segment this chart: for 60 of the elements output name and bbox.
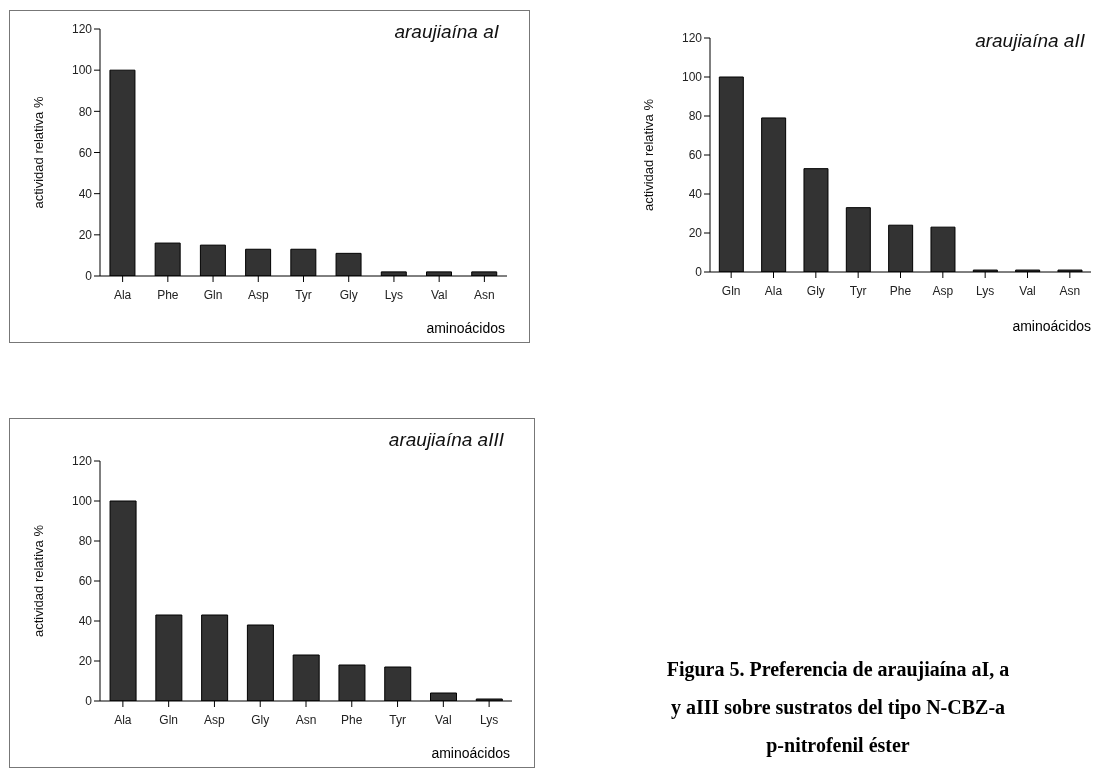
x-tick-label: Tyr <box>295 287 312 302</box>
x-axis-title: aminoácidos <box>431 745 510 761</box>
y-axis-title: actividad relativa % <box>30 96 46 209</box>
x-tick-label: Ala <box>764 283 783 298</box>
x-tick-label: Phe <box>157 287 179 302</box>
x-tick-label: Gly <box>251 712 270 727</box>
y-tick-label: 100 <box>71 63 93 78</box>
x-tick-label: Phe <box>889 283 912 298</box>
y-axis-title: actividad relativa % <box>640 98 656 211</box>
x-tick-label: Gln <box>159 712 179 727</box>
y-axis-title: actividad relativa % <box>30 524 46 637</box>
chart-title: araujiaína aIII <box>388 429 504 451</box>
y-tick-label: 20 <box>78 654 93 669</box>
y-tick-label: 60 <box>78 145 93 160</box>
text: y aIII sobre sustratos del tipo N-CBZ-a <box>669 695 1007 721</box>
y-tick-label: 120 <box>681 31 703 46</box>
y-tick-label: 80 <box>78 534 93 549</box>
y-tick-label: 100 <box>71 494 93 509</box>
x-tick-label: Asn <box>474 287 495 302</box>
x-tick-label: Lys <box>479 712 499 727</box>
x-tick-label: Tyr <box>849 283 867 298</box>
y-tick-label: 100 <box>681 70 703 85</box>
y-tick-label: 40 <box>78 186 93 201</box>
x-tick-label: Val <box>1019 283 1036 298</box>
y-tick-label: 60 <box>688 148 703 163</box>
x-tick-label: Asn <box>1059 283 1081 298</box>
y-tick-label: 40 <box>688 187 703 202</box>
x-tick-label: Tyr <box>389 712 406 727</box>
x-tick-label: Phe <box>341 712 363 727</box>
chart-title: araujiaína aI <box>394 21 499 43</box>
y-tick-label: 80 <box>688 109 703 124</box>
x-tick-label: Gln <box>721 283 741 298</box>
x-tick-label: Val <box>435 712 452 727</box>
y-tick-label: 120 <box>71 454 93 469</box>
y-tick-label: 0 <box>85 694 93 709</box>
y-tick-label: 60 <box>78 574 93 589</box>
x-tick-label: Asp <box>247 287 269 302</box>
text: Figura 5. Preferencia de araujiaína aI, a <box>665 657 1011 683</box>
x-tick-label: Ala <box>113 287 132 302</box>
x-tick-label: Lys <box>976 283 995 298</box>
y-tick-label: 120 <box>71 22 93 37</box>
y-tick-label: 20 <box>688 226 703 241</box>
y-tick-label: 0 <box>85 269 93 284</box>
x-tick-label: Lys <box>384 287 404 302</box>
x-axis-title: aminoácidos <box>1012 318 1091 334</box>
x-axis-title: aminoácidos <box>426 320 505 336</box>
text: p-nitrofenil éster <box>765 733 911 759</box>
y-tick-label: 80 <box>78 104 93 119</box>
x-tick-label: Asn <box>295 712 317 727</box>
x-tick-label: Asp <box>932 283 954 298</box>
x-tick-label: Asp <box>204 712 226 727</box>
y-tick-label: 40 <box>78 614 93 629</box>
x-tick-label: Gly <box>339 287 358 302</box>
x-tick-label: Val <box>430 287 448 302</box>
y-tick-label: 0 <box>695 265 703 280</box>
x-tick-label: Ala <box>114 712 132 727</box>
x-tick-label: Gly <box>806 283 825 298</box>
x-tick-label: Gln <box>203 287 223 302</box>
chart-title: araujiaína aII <box>975 30 1085 52</box>
y-tick-label: 20 <box>78 228 93 243</box>
